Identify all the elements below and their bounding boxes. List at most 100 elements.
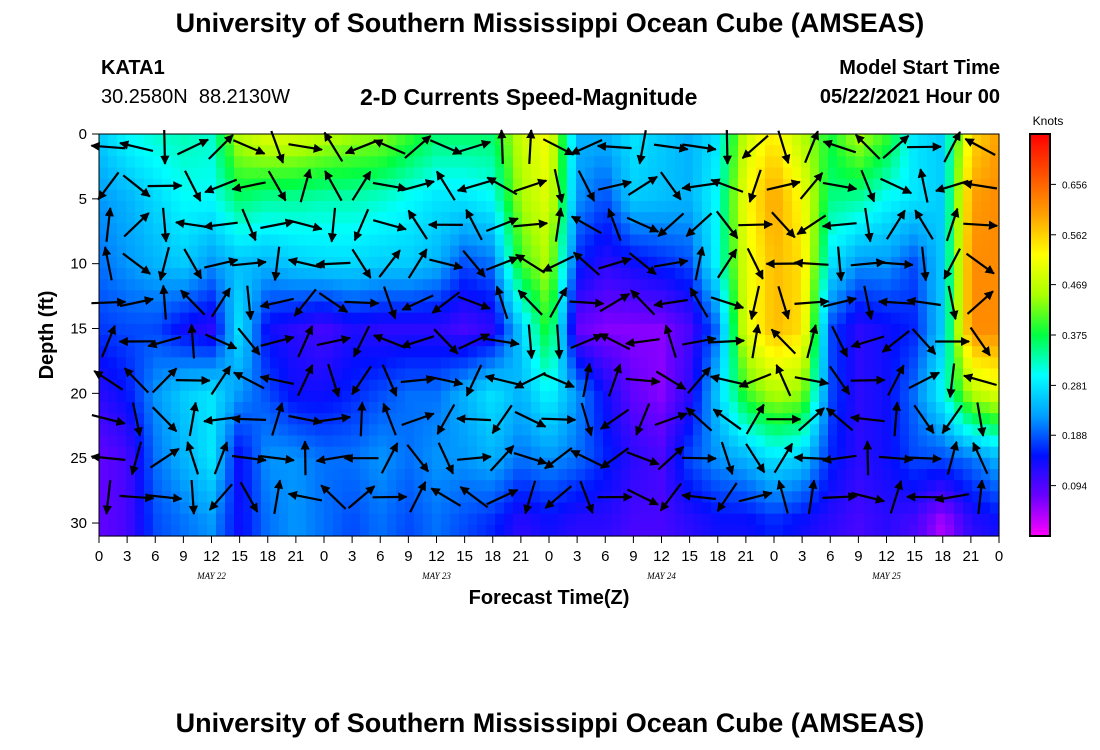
- heatmap-cell: [504, 268, 514, 280]
- heatmap-cell: [621, 167, 631, 180]
- heatmap-cell: [378, 234, 388, 247]
- heatmap-cell: [144, 290, 154, 303]
- heatmap-cell: [945, 156, 955, 169]
- heatmap-cell: [198, 245, 208, 258]
- current-vector-arrow: [804, 130, 820, 164]
- current-vector-arrow: [597, 179, 633, 191]
- heatmap-cell: [423, 268, 433, 280]
- heatmap-cell: [234, 212, 244, 224]
- heatmap-cell: [882, 524, 892, 537]
- heatmap-cell: [819, 424, 829, 437]
- heatmap-cell: [774, 446, 784, 459]
- heatmap-cell: [324, 335, 334, 347]
- heatmap-cell: [486, 145, 496, 157]
- heatmap-cell: [180, 234, 190, 247]
- current-vector-arrow: [437, 442, 454, 475]
- heatmap-cell: [873, 469, 883, 481]
- heatmap-cell: [990, 145, 1000, 157]
- heatmap-cell: [864, 357, 874, 370]
- y-tick-label: 20: [70, 385, 87, 402]
- heatmap-cell: [360, 524, 370, 537]
- heatmap-cell: [909, 223, 919, 236]
- heatmap-cell: [315, 245, 325, 258]
- heatmap-cell: [315, 491, 325, 504]
- current-vector-arrow: [523, 480, 537, 515]
- heatmap-cell: [792, 524, 802, 537]
- heatmap-cell: [306, 346, 316, 358]
- heatmap-cell: [756, 212, 766, 224]
- heatmap-cell: [819, 167, 829, 180]
- heatmap-cell: [351, 402, 361, 414]
- heatmap-cell: [927, 256, 937, 269]
- heatmap-cell: [540, 357, 550, 370]
- heatmap-cell: [702, 279, 712, 291]
- heatmap-cell: [936, 323, 946, 336]
- heatmap-cell: [279, 301, 289, 314]
- heatmap-cell: [765, 167, 775, 180]
- current-vector-arrow: [914, 209, 934, 240]
- heatmap-cell: [225, 189, 235, 202]
- current-vector-arrow: [188, 401, 199, 437]
- heatmap-cell: [459, 524, 469, 537]
- heatmap-cell: [630, 312, 640, 325]
- heatmap-cell: [198, 167, 208, 180]
- heatmap-cell: [801, 502, 811, 515]
- heatmap-cell: [630, 134, 640, 146]
- heatmap-cell: [792, 457, 802, 470]
- heatmap-cell: [810, 256, 820, 269]
- heatmap-cell: [738, 368, 748, 381]
- heatmap-cell: [342, 402, 352, 414]
- heatmap-cell: [882, 379, 892, 392]
- heatmap-cell: [738, 290, 748, 303]
- heatmap-cell: [477, 134, 487, 146]
- heatmap-cell: [261, 167, 271, 180]
- heatmap-cell: [216, 457, 226, 470]
- heatmap-cell: [801, 178, 811, 191]
- heatmap-cell: [243, 368, 253, 381]
- heatmap-cell: [261, 446, 271, 459]
- current-vector-arrow: [231, 258, 267, 268]
- heatmap-cell: [216, 167, 226, 180]
- heatmap-cell: [792, 290, 802, 303]
- current-vector-arrow: [920, 246, 930, 282]
- heatmap-cell: [522, 212, 532, 224]
- heatmap-cell: [558, 156, 568, 169]
- heatmap-cell: [918, 457, 928, 470]
- heatmap-cell: [747, 480, 757, 492]
- heatmap-cell: [342, 312, 352, 325]
- heatmap-cell: [936, 457, 946, 470]
- heatmap-cell: [684, 379, 694, 392]
- heatmap-cell: [756, 368, 766, 381]
- heatmap-cell: [621, 201, 631, 213]
- heatmap-cell: [855, 245, 865, 258]
- heatmap-cell: [495, 480, 505, 492]
- heatmap-cell: [450, 457, 460, 470]
- x-tick-label: 21: [288, 548, 305, 565]
- heatmap-cell: [909, 156, 919, 169]
- heatmap-cell: [225, 491, 235, 504]
- heatmap-cell: [477, 201, 487, 213]
- heatmap-cell: [693, 145, 703, 157]
- heatmap-cell: [684, 201, 694, 213]
- heatmap-cell: [927, 446, 937, 459]
- heatmap-cell: [900, 178, 910, 191]
- heatmap-cell: [495, 167, 505, 180]
- heatmap-cell: [630, 480, 640, 492]
- heatmap-cell: [945, 446, 955, 459]
- heatmap-cell: [351, 245, 361, 258]
- heatmap-cell: [756, 189, 766, 202]
- heatmap-cell: [594, 524, 604, 537]
- heatmap-cell: [846, 346, 856, 358]
- heatmap-cell: [990, 424, 1000, 437]
- heatmap-cell: [828, 189, 838, 202]
- heatmap-cell: [459, 234, 469, 247]
- heatmap-cell: [810, 379, 820, 392]
- heatmap-cell: [603, 346, 613, 358]
- heatmap-cell: [360, 379, 370, 392]
- heatmap-cell: [837, 223, 847, 236]
- heatmap-cell: [423, 402, 433, 414]
- heatmap-cell: [765, 357, 775, 370]
- heatmap-cell: [234, 435, 244, 448]
- current-vector-arrow: [882, 134, 910, 160]
- heatmap-cell: [630, 223, 640, 236]
